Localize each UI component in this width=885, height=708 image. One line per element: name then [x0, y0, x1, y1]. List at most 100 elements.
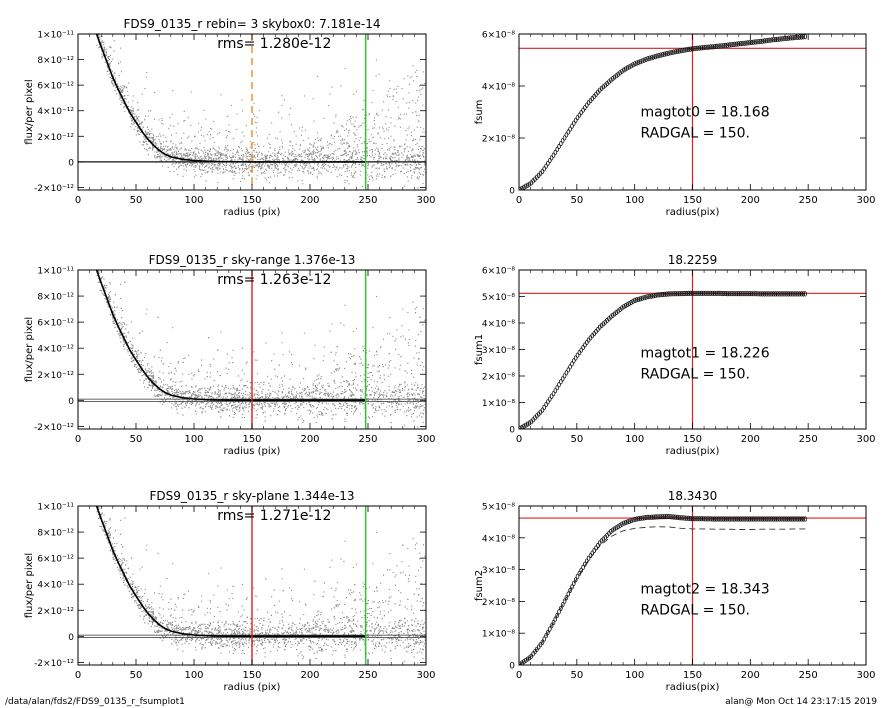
x-tick-label: 0 [75, 434, 81, 445]
y-tick-label: 4×10⁻⁸ [482, 320, 515, 330]
x-tick-label: 250 [799, 434, 818, 445]
y-axis-label: fsum [474, 100, 485, 125]
x-tick-label: 300 [856, 195, 875, 206]
chart-panel-4: magtot1 = 18.226 RADGAL = 150. 0 50 100 150 20… [474, 253, 876, 457]
x-tick-label: 150 [683, 670, 702, 681]
x-tick-label: 150 [242, 670, 261, 681]
chart-panel-6: magtot2 = 18.343 RADGAL = 150. 0 50 100 150 20… [474, 489, 876, 693]
chart-title: FDS9_0135_r sky-plane 1.344e-13 [149, 489, 354, 503]
y-tick-label: 2×10⁻¹² [37, 133, 74, 143]
x-tick-label: 100 [625, 434, 644, 445]
y-tick-label: -2×10⁻¹² [34, 659, 74, 669]
y-tick-label: 3×10⁻⁸ [482, 566, 515, 576]
x-tick-label: 200 [741, 670, 760, 681]
x-tick-label: 0 [75, 670, 81, 681]
x-tick-label: 50 [130, 434, 143, 445]
y-tick-label: 8×10⁻¹² [37, 293, 74, 303]
footer-file-path: /data/alan/fds2/FDS9_0135_r_fsumplot1 [5, 697, 185, 707]
x-tick-label: 50 [130, 195, 143, 206]
y-tick-label: 2×10⁻⁸ [482, 135, 515, 145]
x-tick-label: 250 [799, 195, 818, 206]
y-tick-label: 1×10⁻⁸ [482, 399, 515, 409]
x-tick-label: 200 [741, 195, 760, 206]
x-tick-label: 150 [242, 195, 261, 206]
x-tick-label: 0 [516, 195, 522, 206]
x-tick-label: 0 [516, 670, 522, 681]
chart-panel-2: magtot0 = 18.168 RADGAL = 150. 0 50 100 150 20… [474, 31, 876, 219]
x-tick-label: 100 [625, 670, 644, 681]
x-tick-label: 150 [242, 434, 261, 445]
curve-label-1: magtot0 = 18.168 [640, 105, 769, 121]
y-tick-label: 1×10⁻¹¹ [37, 267, 74, 277]
rms-annotation: rms= 1.280e-12 [217, 36, 331, 52]
footer-timestamp: alan@ Mon Oct 14 23:17:15 2019 [725, 697, 877, 707]
x-tick-label: 200 [741, 434, 760, 445]
x-axis-label: radius(pix) [666, 446, 720, 457]
plot-area [78, 270, 426, 429]
y-tick-label: 4×10⁻¹² [37, 345, 74, 355]
plot-area [519, 34, 866, 190]
x-tick-label: 200 [300, 195, 319, 206]
x-tick-label: 50 [570, 670, 583, 681]
plot-area [78, 34, 426, 190]
x-tick-label: 150 [683, 434, 702, 445]
y-axis-label: fsum2 [474, 570, 485, 601]
y-axis-label: fsum1 [474, 334, 485, 365]
y-tick-label: 6×10⁻¹² [37, 555, 74, 565]
curve-label-2: RADGAL = 150. [640, 126, 750, 142]
x-tick-label: 250 [358, 195, 377, 206]
y-tick-label: 2×10⁻¹² [37, 607, 74, 617]
y-tick-label: 0 [509, 426, 515, 436]
curve-label-2: RADGAL = 150. [640, 602, 750, 618]
x-tick-label: 100 [184, 670, 203, 681]
y-tick-label: 6×10⁻⁸ [482, 31, 515, 41]
y-tick-label: 4×10⁻¹² [37, 581, 74, 591]
plot-area [78, 506, 426, 665]
y-tick-label: 4×10⁻¹² [37, 107, 74, 117]
x-tick-label: 50 [570, 434, 583, 445]
chart-panel-3: rms= 1.263e-12 0 50 100 150 200 250 300 1×10⁻¹¹ 8… [24, 253, 436, 457]
curve-markers [519, 513, 807, 665]
y-axis-label: flux/per pixel [24, 553, 35, 618]
chart-title: 18.3430 [668, 489, 718, 503]
plot-area [519, 506, 866, 665]
curve-label-2: RADGAL = 150. [640, 366, 750, 382]
y-tick-label: -2×10⁻¹² [34, 184, 74, 194]
x-axis-label: radius (pix) [224, 207, 281, 218]
y-tick-label: 2×10⁻⁸ [482, 373, 515, 383]
y-tick-label: 3×10⁻⁸ [482, 346, 515, 356]
y-tick-label: 6×10⁻¹² [37, 82, 74, 92]
scatter-cloud [96, 270, 426, 428]
y-axis-label: flux/per pixel [24, 317, 35, 382]
y-tick-label: 0 [68, 397, 74, 407]
y-tick-label: 2×10⁻¹² [37, 371, 74, 381]
x-tick-label: 300 [856, 434, 875, 445]
profile-line [95, 270, 366, 402]
y-tick-label: 0 [509, 662, 515, 672]
rms-annotation: rms= 1.271e-12 [217, 508, 331, 524]
y-tick-label: 5×10⁻⁸ [482, 503, 515, 513]
y-tick-label: 1×10⁻¹¹ [37, 31, 74, 41]
chart-title: FDS9_0135_r rebin= 3 skybox0: 7.181e-14 [123, 17, 380, 31]
y-tick-label: 0 [68, 158, 74, 168]
x-tick-label: 250 [358, 434, 377, 445]
chart-title: FDS9_0135_r sky-range 1.376e-13 [149, 253, 356, 267]
y-tick-label: 4×10⁻⁸ [482, 534, 515, 544]
x-tick-label: 0 [75, 195, 81, 206]
x-tick-label: 300 [416, 434, 435, 445]
x-axis-label: radius(pix) [666, 207, 720, 218]
y-tick-label: 0 [509, 187, 515, 197]
y-axis-label: flux/per pixel [24, 79, 35, 144]
x-tick-label: 100 [184, 434, 203, 445]
chart-panel-5: rms= 1.271e-12 0 50 100 150 200 250 300 1×10⁻¹¹ 8… [24, 489, 436, 693]
profile-line [95, 34, 366, 163]
x-tick-label: 50 [130, 670, 143, 681]
chart-title: 18.2259 [668, 253, 718, 267]
y-tick-label: 2×10⁻⁸ [482, 598, 515, 608]
y-tick-label: -2×10⁻¹² [34, 423, 74, 433]
y-tick-label: 0 [68, 633, 74, 643]
y-tick-label: 6×10⁻⁸ [482, 267, 515, 277]
y-tick-label: 4×10⁻⁸ [482, 83, 515, 93]
x-axis-label: radius (pix) [224, 682, 281, 693]
x-tick-label: 300 [856, 670, 875, 681]
